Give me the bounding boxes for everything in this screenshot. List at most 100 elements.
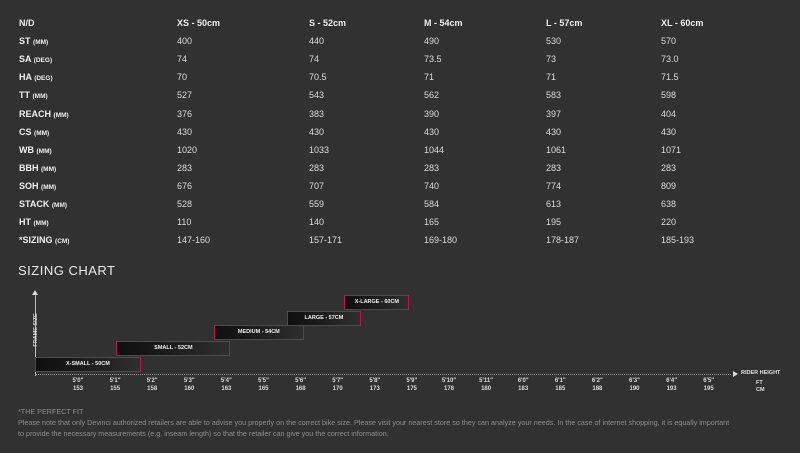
row-value: 376 bbox=[177, 108, 193, 119]
row-value: 613 bbox=[546, 199, 562, 209]
row-value: 185-193 bbox=[661, 235, 695, 246]
row-value: 70.5 bbox=[309, 72, 327, 83]
geometry-row: CS (MM) 430 430 430 430 430 bbox=[0, 127, 800, 145]
row-value: 1033 bbox=[309, 144, 330, 155]
tick-ft: 5'8" bbox=[369, 378, 381, 384]
row-value: 430 bbox=[309, 126, 325, 137]
row-value: 1071 bbox=[661, 144, 682, 155]
tick-ft: 5'3" bbox=[183, 378, 195, 384]
row-value: 195 bbox=[546, 217, 562, 228]
row-label-unit: (MM) bbox=[51, 202, 68, 209]
tick-cm: 180 bbox=[481, 386, 492, 392]
row-label-unit: (MM) bbox=[41, 165, 57, 173]
row-value: 430 bbox=[177, 126, 193, 137]
row-value: 147-160 bbox=[177, 235, 211, 246]
row-label: STACK (MM) bbox=[19, 199, 67, 209]
geometry-row: WB (MM) 1020 1033 1044 1061 1071 bbox=[0, 145, 800, 163]
tick-ft: 5'6" bbox=[295, 378, 307, 384]
x-axis bbox=[35, 374, 731, 375]
geometry-row: *SIZING (CM) 147-160 157-171 169-180 178-187… bbox=[0, 235, 800, 253]
row-value: 400 bbox=[177, 36, 193, 47]
row-value: 1061 bbox=[546, 144, 567, 155]
row-value: 383 bbox=[309, 108, 325, 119]
row-label-unit: (MM) bbox=[34, 129, 50, 137]
tick-ft: 6'3" bbox=[629, 378, 640, 384]
row-value: 397 bbox=[546, 108, 562, 119]
row-label-name: REACH bbox=[19, 108, 52, 119]
row-label-name: *SIZING bbox=[19, 235, 53, 246]
y-axis-label: FRAME SIZE bbox=[33, 313, 39, 347]
tick-cm: 173 bbox=[369, 386, 380, 392]
tick-cm: 188 bbox=[592, 386, 603, 392]
row-value: 70 bbox=[177, 72, 188, 83]
row-value: 283 bbox=[424, 162, 440, 173]
tick-ft: 5'5" bbox=[258, 378, 269, 384]
header-size: M - 54cm bbox=[424, 18, 463, 28]
row-value: 283 bbox=[309, 162, 325, 173]
row-value: 74 bbox=[309, 54, 320, 65]
row-label-name: HA bbox=[19, 72, 32, 83]
tick-cm: 183 bbox=[518, 386, 529, 392]
row-label-unit: (MM) bbox=[33, 39, 49, 47]
row-value: 169-180 bbox=[424, 235, 458, 246]
row-value: 430 bbox=[546, 126, 562, 137]
row-value: 283 bbox=[546, 162, 562, 173]
row-label-name: WB bbox=[19, 144, 34, 155]
row-value: 110 bbox=[177, 217, 192, 228]
tick-ft: 6'4" bbox=[666, 378, 678, 384]
header-nd: N/D bbox=[19, 18, 35, 28]
row-label-name: TT bbox=[19, 90, 30, 101]
geometry-row: ST (MM) 400 440 490 530 570 bbox=[0, 36, 800, 54]
row-value: 638 bbox=[661, 199, 677, 209]
row-value: 71 bbox=[424, 72, 435, 83]
row-label: WB (MM) bbox=[19, 145, 52, 155]
tick-cm: 175 bbox=[406, 386, 417, 392]
row-value: 570 bbox=[661, 36, 677, 47]
row-value: 157-171 bbox=[309, 235, 343, 246]
row-value: 562 bbox=[424, 90, 440, 101]
tick-cm: 158 bbox=[147, 386, 158, 392]
row-label: SOH (MM) bbox=[19, 181, 56, 191]
row-value: 73 bbox=[546, 54, 557, 65]
row-value: 1044 bbox=[424, 144, 445, 155]
tick-ft: 5'10" bbox=[441, 378, 457, 384]
row-value: 676 bbox=[177, 180, 193, 191]
row-value: 440 bbox=[309, 36, 325, 47]
row-label-name: SA bbox=[19, 54, 32, 65]
tick-ft: 6'5" bbox=[703, 378, 715, 384]
row-value: 140 bbox=[309, 217, 325, 228]
tick-cm: 190 bbox=[629, 386, 640, 392]
row-label-name: ST bbox=[19, 36, 31, 47]
size-bar: X-LARGE - 60CM bbox=[344, 295, 410, 310]
row-label-unit: (DEG) bbox=[34, 75, 53, 83]
row-value: 559 bbox=[309, 199, 325, 209]
size-bar: LARGE - 57CM bbox=[287, 311, 361, 326]
x-axis-label: RIDER HEIGHT bbox=[741, 370, 781, 376]
row-value: 809 bbox=[661, 180, 677, 191]
size-bar: SMALL - 52CM bbox=[116, 341, 231, 356]
row-value: 404 bbox=[661, 108, 677, 119]
tick-cm: 185 bbox=[555, 386, 566, 392]
row-label-unit: (MM) bbox=[33, 220, 49, 228]
row-value: 527 bbox=[177, 90, 193, 101]
tick-cm: 168 bbox=[295, 386, 306, 392]
row-value: 740 bbox=[424, 180, 440, 191]
row-value: 584 bbox=[424, 199, 440, 209]
row-value: 528 bbox=[177, 199, 193, 209]
tick-ft: 5'1" bbox=[109, 378, 121, 384]
geometry-row: SOH (MM) 676 707 740 774 809 bbox=[0, 181, 800, 199]
row-label: HA (DEG) bbox=[19, 72, 53, 82]
row-label: BBH (MM) bbox=[19, 163, 56, 173]
row-value: 71 bbox=[546, 72, 557, 83]
row-value: 283 bbox=[177, 162, 193, 173]
row-value: 530 bbox=[546, 36, 562, 47]
tick-cm: 155 bbox=[110, 386, 121, 392]
row-value: 178-187 bbox=[546, 235, 580, 246]
row-label-name: BBH bbox=[19, 162, 39, 173]
row-label: HT (MM) bbox=[19, 217, 49, 227]
row-value: 490 bbox=[424, 36, 440, 47]
tick-cm: 153 bbox=[72, 386, 83, 392]
tick-ft: 5'11" bbox=[479, 378, 494, 384]
tick-ft: 5'4" bbox=[220, 378, 232, 384]
row-label-name: STACK bbox=[19, 199, 50, 209]
